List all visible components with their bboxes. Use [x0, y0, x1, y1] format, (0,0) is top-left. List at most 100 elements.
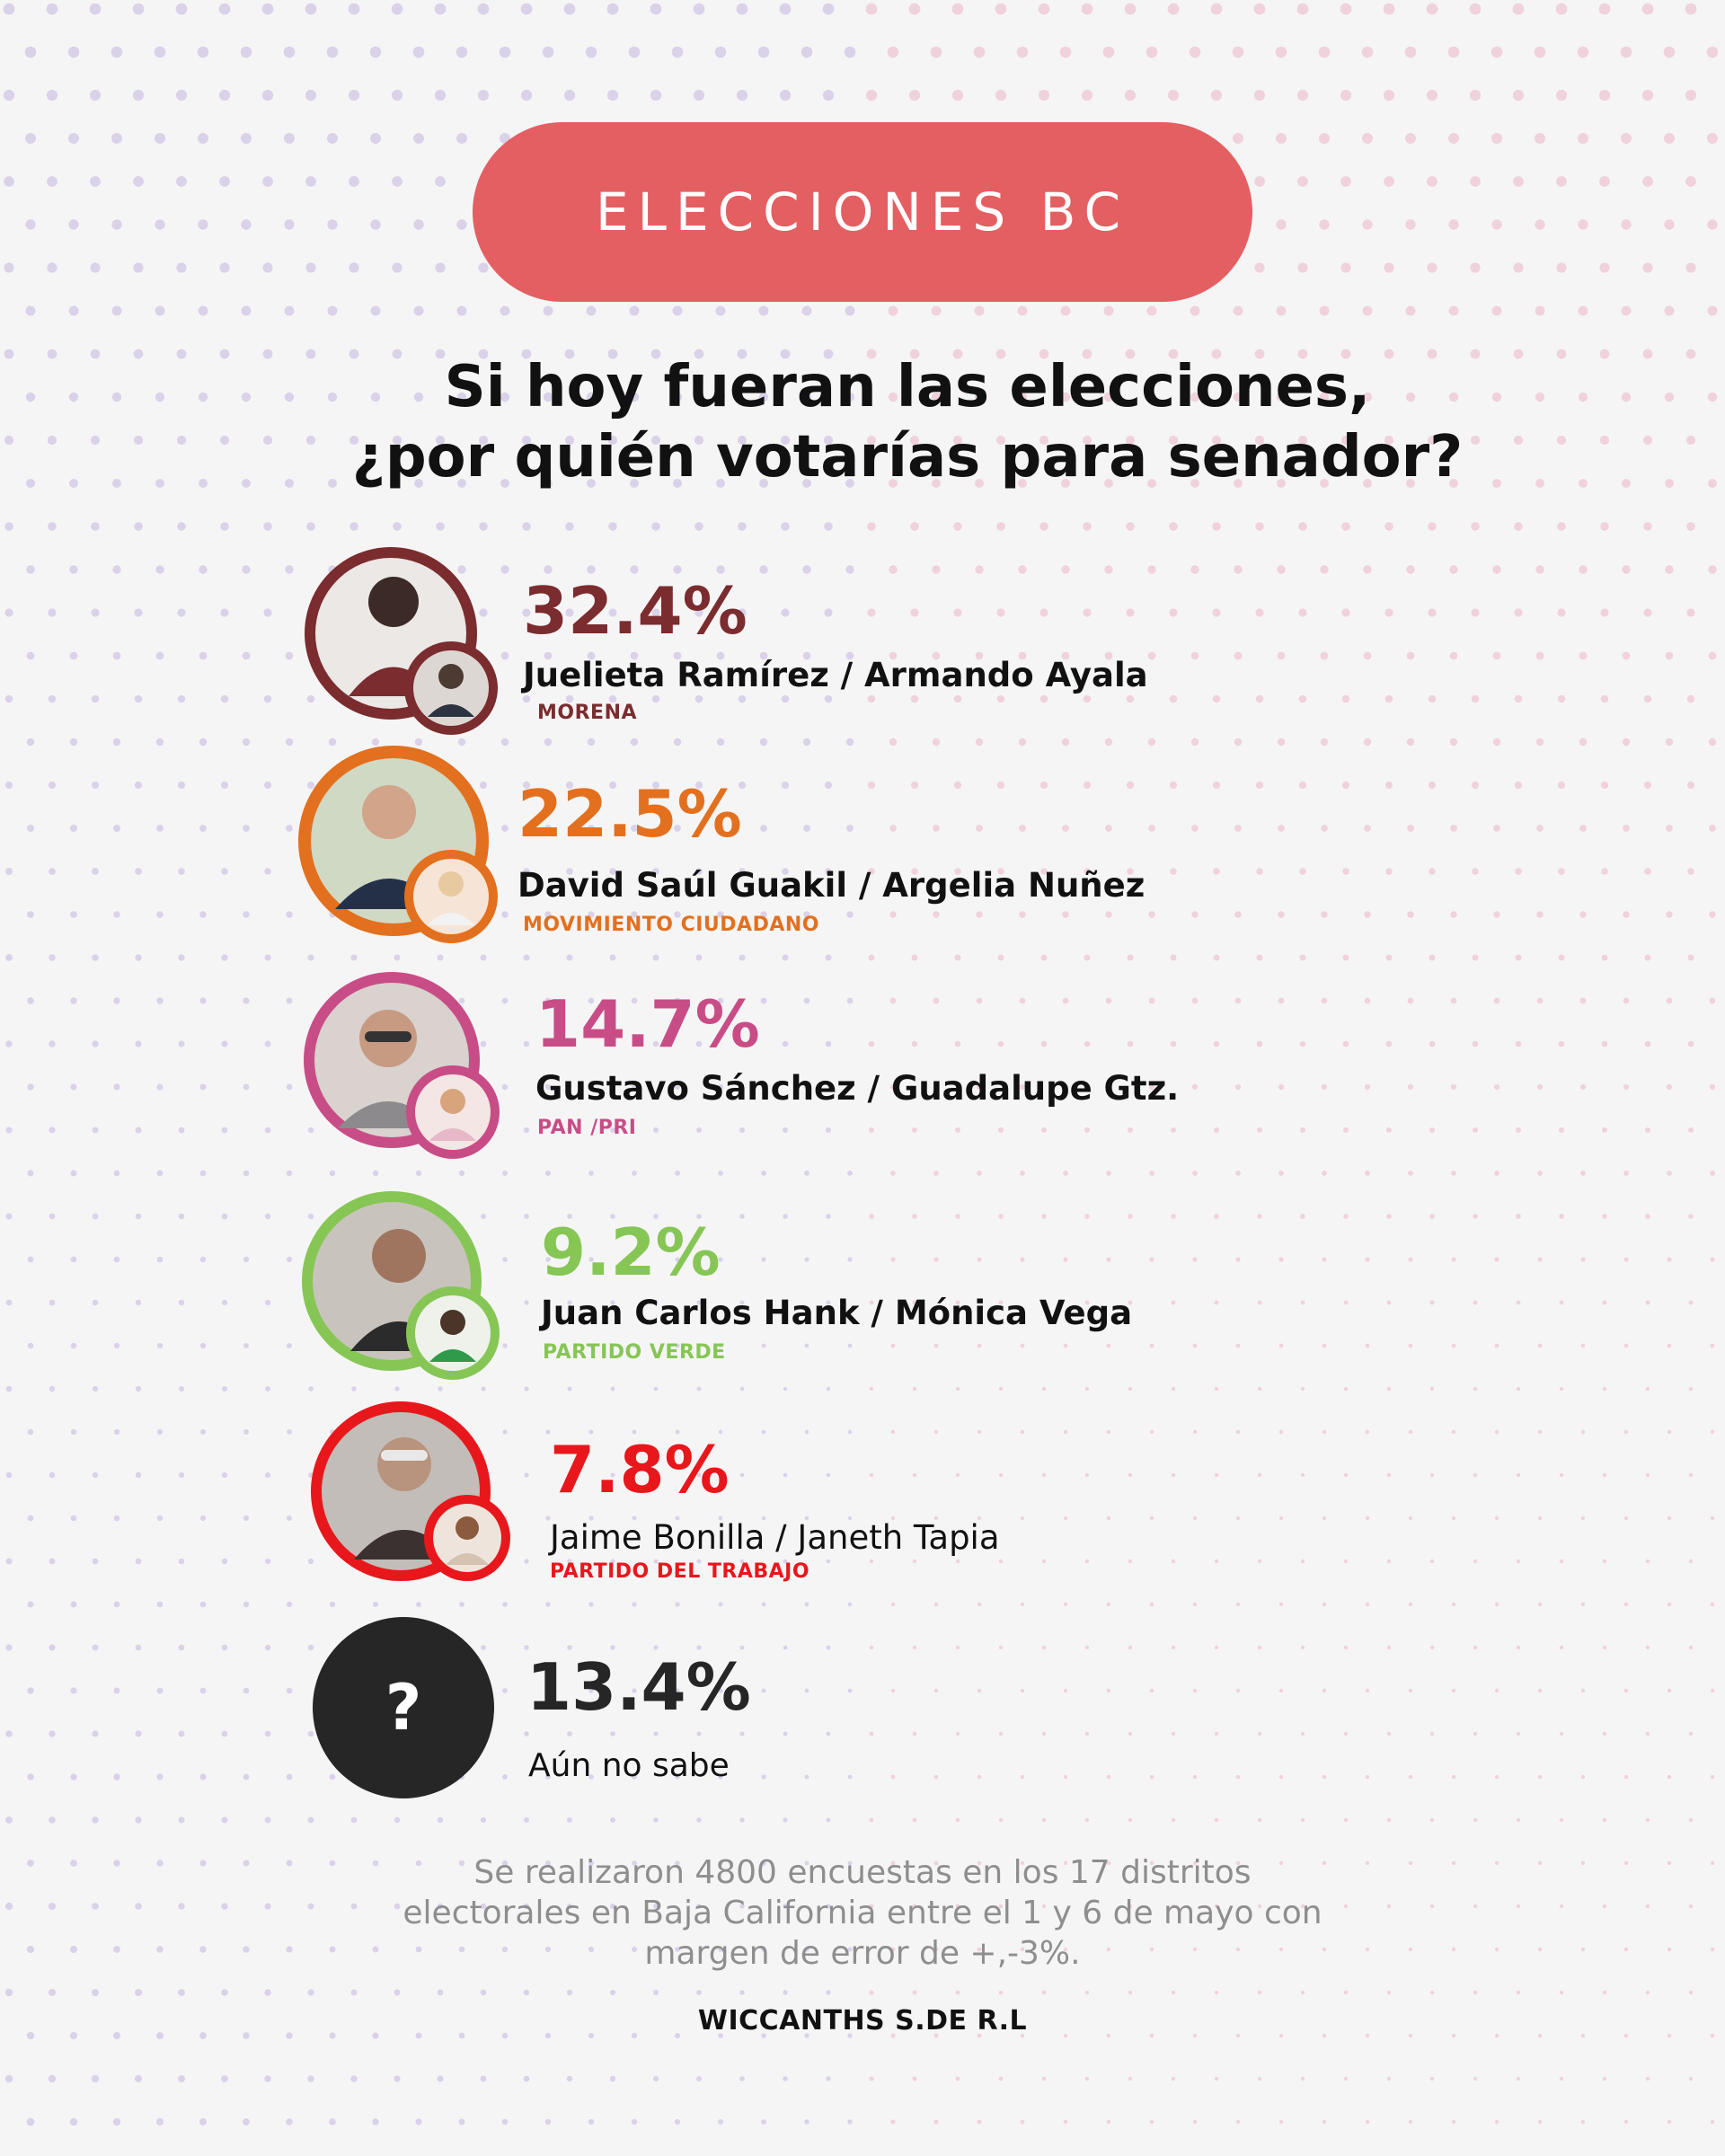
- background-dot: [912, 2076, 917, 2081]
- background-dot: [1063, 1774, 1068, 1780]
- background-dot: [1322, 2119, 1327, 2125]
- background-dot: [825, 1040, 832, 1047]
- background-dot: [1514, 522, 1523, 531]
- background-dot: [241, 305, 252, 316]
- background-dot: [908, 3, 921, 15]
- background-dot: [349, 349, 359, 359]
- background-dot: [68, 392, 79, 402]
- background-dot: [912, 1127, 917, 1133]
- background-dot: [1124, 3, 1137, 15]
- background-dot: [155, 305, 165, 316]
- background-dot: [610, 1817, 615, 1823]
- background-dot: [1365, 1257, 1370, 1262]
- background-dot: [91, 608, 100, 617]
- background-dot: [134, 694, 143, 703]
- background-dot: [847, 1171, 853, 1176]
- background-dot: [1171, 2076, 1176, 2081]
- background-dot: [889, 565, 898, 574]
- background-dot: [588, 1429, 594, 1435]
- background-dot: [545, 1602, 551, 1607]
- background-dot: [175, 89, 188, 102]
- background-dot: [1559, 1904, 1564, 1909]
- background-dot: [1623, 1774, 1629, 1780]
- background-dot: [694, 522, 703, 531]
- background-dot: [1020, 1515, 1025, 1521]
- background-dot: [912, 1472, 917, 1478]
- background-dot: [523, 1903, 530, 1910]
- background-dot: [1212, 522, 1221, 531]
- background-dot: [1149, 1257, 1154, 1262]
- background-dot: [135, 1385, 142, 1392]
- background-dot: [1602, 1904, 1607, 1909]
- background-dot: [1126, 781, 1135, 790]
- background-dot: [1493, 1083, 1500, 1091]
- background-dot: [1494, 1774, 1499, 1780]
- background-dot: [1708, 738, 1717, 747]
- background-dot: [25, 392, 36, 402]
- background-dot: [890, 1171, 896, 1176]
- background-dot: [92, 1903, 99, 1910]
- background-dot: [156, 1256, 164, 1263]
- background-dot: [1364, 1083, 1371, 1091]
- background-dot: [1709, 911, 1716, 918]
- background-dot: [1278, 1774, 1284, 1780]
- background-dot: [1363, 565, 1372, 574]
- background-dot: [1492, 738, 1501, 747]
- background-dot: [221, 1816, 228, 1824]
- background-dot: [70, 1946, 77, 1953]
- background-dot: [135, 954, 142, 961]
- background-dot: [243, 1429, 249, 1435]
- background-dot: [1040, 954, 1048, 961]
- background-dot: [241, 392, 252, 402]
- background-dot: [1171, 1990, 1176, 1995]
- background-dot: [955, 1904, 960, 1909]
- background-dot: [1494, 1429, 1499, 1435]
- background-dot: [1688, 1386, 1694, 1392]
- background-dot: [1039, 522, 1048, 531]
- background-dot: [1667, 1257, 1672, 1262]
- background-dot: [696, 1904, 702, 1909]
- background-dot: [955, 1559, 960, 1564]
- background-dot: [1365, 1860, 1370, 1866]
- background-dot: [545, 1774, 551, 1780]
- background-dot: [1602, 1731, 1607, 1736]
- background-dot: [1602, 1990, 1607, 1995]
- background-dot: [653, 1645, 659, 1650]
- background-dot: [1688, 1990, 1694, 1995]
- background-dot: [1710, 1257, 1715, 1262]
- background-dot: [1623, 1257, 1629, 1262]
- background-dot: [865, 3, 878, 15]
- background-dot: [350, 1903, 358, 1910]
- background-dot: [1429, 868, 1436, 875]
- background-dot: [1235, 1515, 1241, 1521]
- party-label-mc: MOVIMIENTO CIUDADANO: [523, 914, 819, 936]
- background-dot: [1473, 1904, 1478, 1909]
- background-dot: [1406, 479, 1415, 488]
- background-dot: [1082, 349, 1092, 359]
- background-dot: [49, 1730, 56, 1737]
- background-dot: [481, 1386, 486, 1392]
- background-dot: [651, 608, 660, 617]
- background-dot: [566, 868, 573, 875]
- background-dot: [350, 2075, 358, 2082]
- background-dot: [1641, 89, 1654, 102]
- background-dot: [523, 954, 530, 961]
- background-dot: [890, 1343, 896, 1348]
- background-dot: [524, 1300, 529, 1305]
- background-dot: [696, 1731, 702, 1736]
- background-dot: [1643, 608, 1652, 617]
- background-dot: [1707, 133, 1718, 144]
- background-dot: [1365, 1774, 1370, 1780]
- background-dot: [781, 781, 790, 790]
- undecided-icon: ?: [313, 1617, 494, 1798]
- background-dot: [1365, 1947, 1370, 1952]
- background-dot: [523, 1040, 530, 1047]
- background-dot: [413, 133, 424, 144]
- background-dot: [1278, 1688, 1284, 1693]
- background-dot: [1322, 1688, 1327, 1693]
- background-dot: [1018, 565, 1027, 574]
- survey-footnote: Se realizaron 4800 encuestas en los 17 d…: [323, 1852, 1402, 1974]
- background-dot: [479, 608, 488, 617]
- background-dot: [933, 1688, 939, 1693]
- background-dot: [178, 1989, 185, 1996]
